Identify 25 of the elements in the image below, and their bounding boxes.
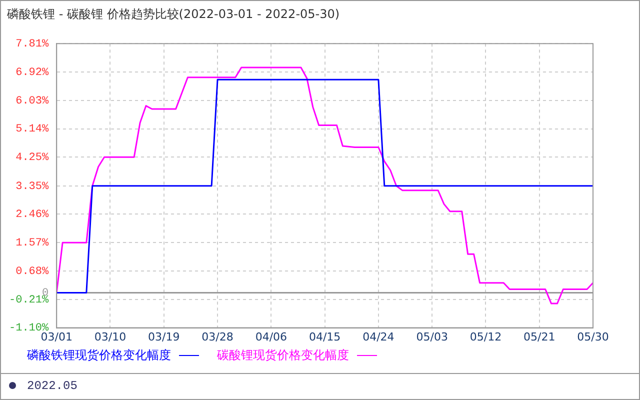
x-tick-label: 04/15	[308, 330, 341, 344]
x-tick-label: 05/30	[577, 330, 609, 344]
x-tick-label: 05/03	[416, 330, 448, 344]
x-tick-label: 04/24	[362, 330, 394, 344]
y-tick-label: 5.14%	[16, 124, 49, 136]
y-tick-label: 1.57%	[16, 238, 49, 250]
text: 2022.05	[27, 379, 78, 393]
y-tick-label: -0.21%	[8, 294, 49, 306]
y-tick-label: 4.25%	[16, 152, 49, 164]
y-tick-label: 6.92%	[16, 66, 49, 79]
y-tick-label: 2.46%	[16, 209, 49, 222]
x-tick-label: 03/19	[148, 330, 180, 344]
x-tick-label: 05/12	[470, 330, 502, 344]
legend-label: 磷酸铁锂现货价格变化幅度	[27, 347, 171, 364]
y-tick-label: 7.81%	[16, 38, 49, 51]
y-tick-label: 3.35%	[16, 180, 49, 193]
x-tick-label: 05/21	[524, 330, 556, 344]
chart-title: 磷酸铁锂 - 碳酸锂 价格趋势比较(2022-03-01 - 2022-05-30)	[7, 6, 340, 23]
x-tick-label: 03/10	[94, 330, 126, 344]
x-tick-label: 03/01	[40, 330, 72, 344]
legend-label: 碳酸锂现货价格变化幅度	[217, 347, 349, 364]
x-tick-label: 03/28	[202, 330, 234, 344]
y-tick-label: 0.68%	[16, 266, 49, 278]
y-tick-label: 6.03%	[16, 95, 49, 108]
x-tick-label: 04/06	[255, 330, 288, 344]
